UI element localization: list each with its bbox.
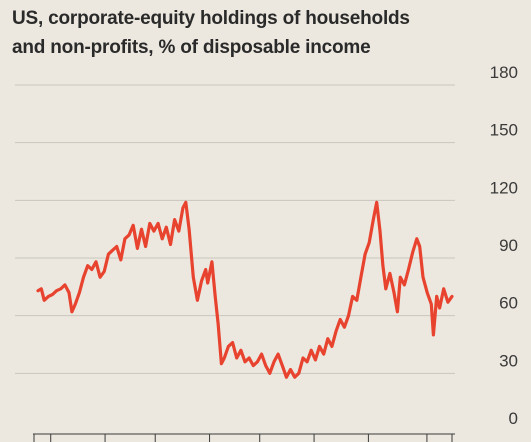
y-tick-labels: 180 150 120 90 60 30 0 xyxy=(490,63,518,428)
y-tick-label: 30 xyxy=(499,351,518,370)
y-tick-label: 120 xyxy=(490,178,518,197)
y-tick-label: 180 xyxy=(490,63,518,82)
chart-title: US, corporate-equity holdings of househo… xyxy=(12,4,512,62)
series-line xyxy=(36,200,454,379)
grid-layer xyxy=(15,84,455,435)
x-tick-marks xyxy=(33,434,453,442)
chart-title-line-2: and non-profits, % of disposable income xyxy=(12,37,371,58)
series-layer xyxy=(36,200,454,379)
y-tick-label: 0 xyxy=(509,409,518,428)
y-tick-label: 90 xyxy=(499,236,518,255)
y-tick-label: 150 xyxy=(490,121,518,140)
y-tick-label: 60 xyxy=(499,294,518,313)
chart-title-line-1: US, corporate-equity holdings of househo… xyxy=(12,8,410,29)
